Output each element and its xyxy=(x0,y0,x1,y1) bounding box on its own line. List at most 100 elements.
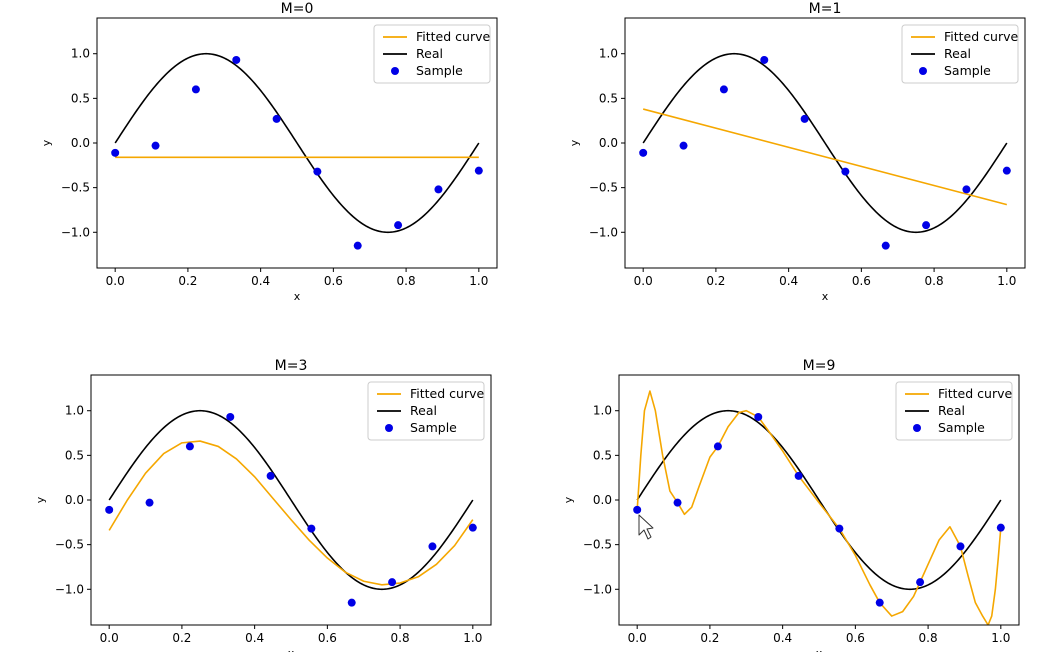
sample-point xyxy=(388,578,397,587)
sample-point xyxy=(673,498,682,507)
subplot-m9: M=9 0.0 0.2 0.4 0.6 0.8 1.0 1.0 0.5 0.0 −0.5 −1.0 x y… xyxy=(562,358,1020,652)
plot-area xyxy=(639,52,1011,250)
plot-frame xyxy=(96,17,498,269)
legend-real-label: Real xyxy=(416,46,443,61)
x-tick-label: 0.6 xyxy=(846,631,865,645)
sample-point xyxy=(232,55,241,64)
sample-point xyxy=(353,241,362,250)
plot-area xyxy=(105,409,477,607)
x-tick-label: 0.6 xyxy=(852,274,871,288)
legend-real-label: Real xyxy=(944,46,971,61)
x-tick-label: 0.2 xyxy=(178,274,197,288)
legend-fitted-label: Fitted curve xyxy=(944,29,1018,44)
x-axis-label: x xyxy=(288,647,295,652)
x-tick-label: 0.0 xyxy=(106,274,125,288)
x-tick-label: 1.0 xyxy=(997,274,1016,288)
legend-sample-swatch xyxy=(919,67,927,75)
x-tick-label: 0.8 xyxy=(919,631,938,645)
subplot-m0: M=0 0.0 0.2 0.4 0.6 0.8 1.0 1.0 0.5 0.0 −0.5 −1.0 x y… xyxy=(40,1,498,303)
x-tick-label: 0.8 xyxy=(397,274,416,288)
legend-sample-label: Sample xyxy=(938,420,985,435)
legend: Fitted curve Real Sample xyxy=(373,24,491,84)
y-tick-label: 0.5 xyxy=(599,91,618,105)
plot-area xyxy=(633,390,1005,625)
sample-point xyxy=(313,167,322,176)
legend: Fitted curve Real Sample xyxy=(895,381,1013,441)
sample-point xyxy=(111,148,120,157)
legend-box xyxy=(895,381,1013,441)
y-tick-label: 0.0 xyxy=(65,493,84,507)
x-axis-label: x xyxy=(816,647,823,652)
x-tick-label: 0.8 xyxy=(391,631,410,645)
plot-frame xyxy=(624,17,1026,269)
sample-point xyxy=(272,114,281,123)
legend-box xyxy=(367,381,485,441)
x-tick-label: 1.0 xyxy=(991,631,1010,645)
y-tick-label: −0.5 xyxy=(583,538,612,552)
fitted-curve xyxy=(636,390,1002,625)
x-axis-label: x xyxy=(822,290,829,303)
plot-frame xyxy=(618,374,1020,626)
real-curve xyxy=(642,52,1008,234)
legend-fitted-label: Fitted curve xyxy=(416,29,490,44)
legend-sample-label: Sample xyxy=(944,63,991,78)
x-tick-label: 0.2 xyxy=(700,631,719,645)
x-tick-label: 0.0 xyxy=(634,274,653,288)
x-tick-label: 0.4 xyxy=(773,631,792,645)
y-tick-label: −0.5 xyxy=(61,181,90,195)
chart-title: M=3 xyxy=(275,358,308,374)
legend-sample-swatch xyxy=(913,424,921,432)
y-tick-label: −1.0 xyxy=(61,225,90,239)
real-curve xyxy=(114,52,480,234)
y-tick-label: −0.5 xyxy=(55,538,84,552)
x-tick-label: 0.6 xyxy=(324,274,343,288)
x-tick-label: 0.4 xyxy=(245,631,264,645)
y-axis-label: y xyxy=(562,496,575,503)
sample-point xyxy=(1002,166,1011,175)
sample-point xyxy=(105,505,114,514)
y-tick-label: 0.5 xyxy=(71,91,90,105)
sample-point xyxy=(307,524,316,533)
sample-point xyxy=(474,166,483,175)
legend-sample-swatch xyxy=(391,67,399,75)
fitted-curve xyxy=(108,440,474,586)
sample-point xyxy=(760,55,769,64)
sample-point xyxy=(719,85,728,94)
x-tick-label: 1.0 xyxy=(463,631,482,645)
sample-point xyxy=(996,523,1005,532)
x-tick-label: 0.4 xyxy=(251,274,270,288)
sample-point xyxy=(679,141,688,150)
y-tick-label: −1.0 xyxy=(589,225,618,239)
legend-fitted-label: Fitted curve xyxy=(410,386,484,401)
sample-point xyxy=(428,542,437,551)
sample-point xyxy=(916,578,925,587)
y-tick-label: 1.0 xyxy=(593,404,612,418)
y-tick-label: 0.5 xyxy=(593,448,612,462)
x-tick-label: 0.0 xyxy=(628,631,647,645)
sample-point xyxy=(191,85,200,94)
sample-point xyxy=(800,114,809,123)
mouse-cursor-icon xyxy=(638,514,654,540)
legend-real-label: Real xyxy=(410,403,437,418)
real-curve xyxy=(108,409,474,591)
y-tick-label: −0.5 xyxy=(589,181,618,195)
chart-title: M=0 xyxy=(281,1,314,17)
x-tick-label: 0.4 xyxy=(779,274,798,288)
sample-point xyxy=(875,598,884,607)
x-tick-label: 0.2 xyxy=(706,274,725,288)
sample-point xyxy=(639,148,648,157)
y-tick-label: 0.0 xyxy=(71,136,90,150)
plot-area xyxy=(111,52,483,250)
y-tick-label: 0.0 xyxy=(593,493,612,507)
sample-point xyxy=(434,185,443,194)
real-curve xyxy=(636,409,1002,591)
x-tick-label: 0.0 xyxy=(100,631,119,645)
sample-point xyxy=(881,241,890,250)
x-tick-label: 0.2 xyxy=(172,631,191,645)
subplot-m1: M=1 0.0 0.2 0.4 0.6 0.8 1.0 1.0 0.5 0.0 −0.5 −1.0 x y… xyxy=(568,1,1026,303)
y-tick-label: 1.0 xyxy=(599,47,618,61)
sample-point xyxy=(794,471,803,480)
sample-point xyxy=(226,412,235,421)
sample-point xyxy=(266,471,275,480)
